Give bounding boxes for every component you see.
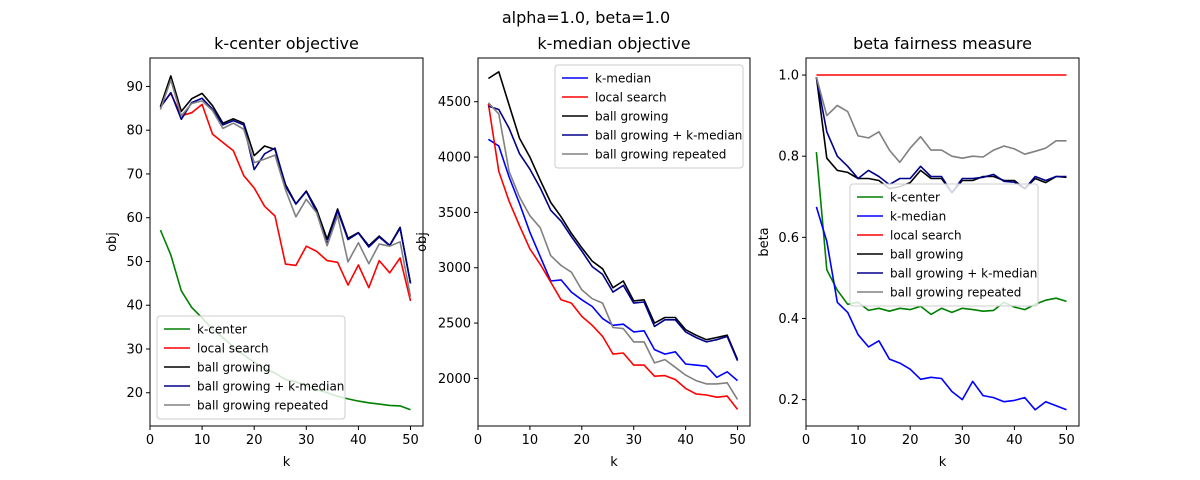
y-tick-label: 50 bbox=[126, 255, 143, 270]
legend-box bbox=[156, 315, 346, 420]
y-tick-label: 0.2 bbox=[778, 393, 799, 408]
y-tick-label: 0.8 bbox=[778, 150, 799, 165]
legend-box bbox=[554, 64, 744, 169]
series-line-2 bbox=[159, 92, 412, 302]
x-tick-label: 20 bbox=[246, 433, 263, 448]
x-axis-label: k bbox=[939, 455, 947, 470]
legend-label: ball growing repeated bbox=[890, 286, 1021, 300]
series-line-5 bbox=[487, 102, 739, 400]
legend-label: ball growing bbox=[197, 361, 270, 375]
legend-label: local search bbox=[890, 229, 962, 243]
subplot-3: beta fairness measure 0 10 20 30 40 50 0.2 0.4 0.… bbox=[757, 34, 1080, 470]
series-lines bbox=[159, 75, 412, 411]
series-line-1 bbox=[487, 138, 739, 382]
x-tick-label: 50 bbox=[402, 433, 419, 448]
x-tick-label: 40 bbox=[350, 433, 367, 448]
x-tick-label: 10 bbox=[850, 433, 867, 448]
y-tick-label: 0.4 bbox=[778, 312, 799, 327]
y-tick-label: 60 bbox=[126, 211, 143, 226]
x-tick-label: 0 bbox=[474, 433, 482, 448]
y-tick-label: 80 bbox=[126, 124, 143, 139]
legend-label: k-center bbox=[197, 323, 247, 337]
legend-label: local search bbox=[595, 91, 667, 105]
series-line-5 bbox=[159, 79, 412, 297]
x-axis-label: k bbox=[610, 455, 618, 470]
x-tick-label: 10 bbox=[194, 433, 211, 448]
x-tick-label: 40 bbox=[677, 433, 694, 448]
series-line-2 bbox=[815, 206, 1067, 411]
legend-label: ball growing bbox=[595, 110, 668, 124]
x-tick-label: 0 bbox=[146, 433, 154, 448]
y-axis-label: obj bbox=[105, 232, 120, 252]
legend-box bbox=[849, 183, 1039, 307]
series-lines bbox=[487, 71, 739, 410]
y-tick-label: 3000 bbox=[438, 261, 471, 276]
x-tick-label: 20 bbox=[574, 433, 591, 448]
y-tick-label: 1.0 bbox=[778, 69, 799, 84]
x-tick-label: 30 bbox=[954, 433, 971, 448]
series-line-4 bbox=[488, 105, 739, 362]
y-tick-label: 4500 bbox=[438, 95, 471, 110]
y-tick-label: 2000 bbox=[438, 372, 471, 387]
y-tick-label: 90 bbox=[126, 80, 143, 95]
subplots: k-center objective 0 10 20 30 40 50 20 30 40 50 60 7… bbox=[105, 34, 1080, 470]
legend-label: k-center bbox=[890, 191, 940, 205]
series-line-3 bbox=[487, 71, 739, 360]
axes-frame bbox=[149, 57, 424, 427]
y-tick-label: 20 bbox=[126, 386, 143, 401]
y-tick-label: 0.6 bbox=[778, 231, 799, 246]
legend-label: ball growing bbox=[890, 248, 963, 262]
legend-label: ball growing repeated bbox=[197, 399, 328, 413]
series-line-6 bbox=[815, 76, 1067, 164]
figure-suptitle: alpha=1.0, beta=1.0 bbox=[502, 8, 670, 27]
subplot-title: beta fairness measure bbox=[853, 34, 1032, 53]
series-line-4 bbox=[159, 91, 412, 284]
y-tick-label: 3500 bbox=[438, 206, 471, 221]
x-tick-label: 30 bbox=[298, 433, 315, 448]
series-line-2 bbox=[487, 103, 739, 410]
x-tick-label: 20 bbox=[902, 433, 919, 448]
subplot-1: k-center objective 0 10 20 30 40 50 20 30 40 50 60 7… bbox=[105, 34, 424, 470]
x-tick-label: 50 bbox=[1058, 433, 1075, 448]
legend-label: k-median bbox=[595, 72, 651, 86]
y-axis-label: obj bbox=[415, 232, 430, 252]
legend: k-center local search ball growing ball gro… bbox=[156, 315, 346, 420]
subplot-title: k-center objective bbox=[214, 34, 359, 53]
x-tick-label: 10 bbox=[522, 433, 539, 448]
legend-label: ball growing + k-median bbox=[197, 380, 344, 394]
legend-label: ball growing + k-median bbox=[595, 129, 742, 143]
subplot-2: k-median objective 0 10 20 30 40 50 2000 2500 300… bbox=[415, 34, 751, 470]
y-tick-label: 30 bbox=[126, 342, 143, 357]
legend-label: ball growing repeated bbox=[595, 148, 726, 162]
axes-frame bbox=[477, 57, 751, 427]
x-tick-label: 40 bbox=[1006, 433, 1023, 448]
y-tick-label: 2500 bbox=[438, 317, 471, 332]
legend-label: local search bbox=[197, 342, 269, 356]
series-line-4 bbox=[815, 76, 1067, 194]
y-tick-label: 70 bbox=[126, 167, 143, 182]
x-tick-label: 30 bbox=[625, 433, 642, 448]
legend-label: ball growing + k-median bbox=[890, 267, 1037, 281]
y-tick-label: 4000 bbox=[438, 151, 471, 166]
subplot-title: k-median objective bbox=[537, 34, 690, 53]
legend: k-median local search ball growing ball gro… bbox=[554, 64, 744, 169]
y-axis-label: beta bbox=[757, 227, 772, 256]
x-tick-label: 0 bbox=[802, 433, 810, 448]
x-tick-label: 50 bbox=[729, 433, 746, 448]
axes-frame bbox=[805, 57, 1080, 427]
legend-label: k-median bbox=[890, 210, 946, 224]
x-axis-label: k bbox=[283, 455, 291, 470]
legend: k-center k-median local search ball growing… bbox=[849, 183, 1039, 307]
y-tick-label: 40 bbox=[126, 299, 143, 314]
